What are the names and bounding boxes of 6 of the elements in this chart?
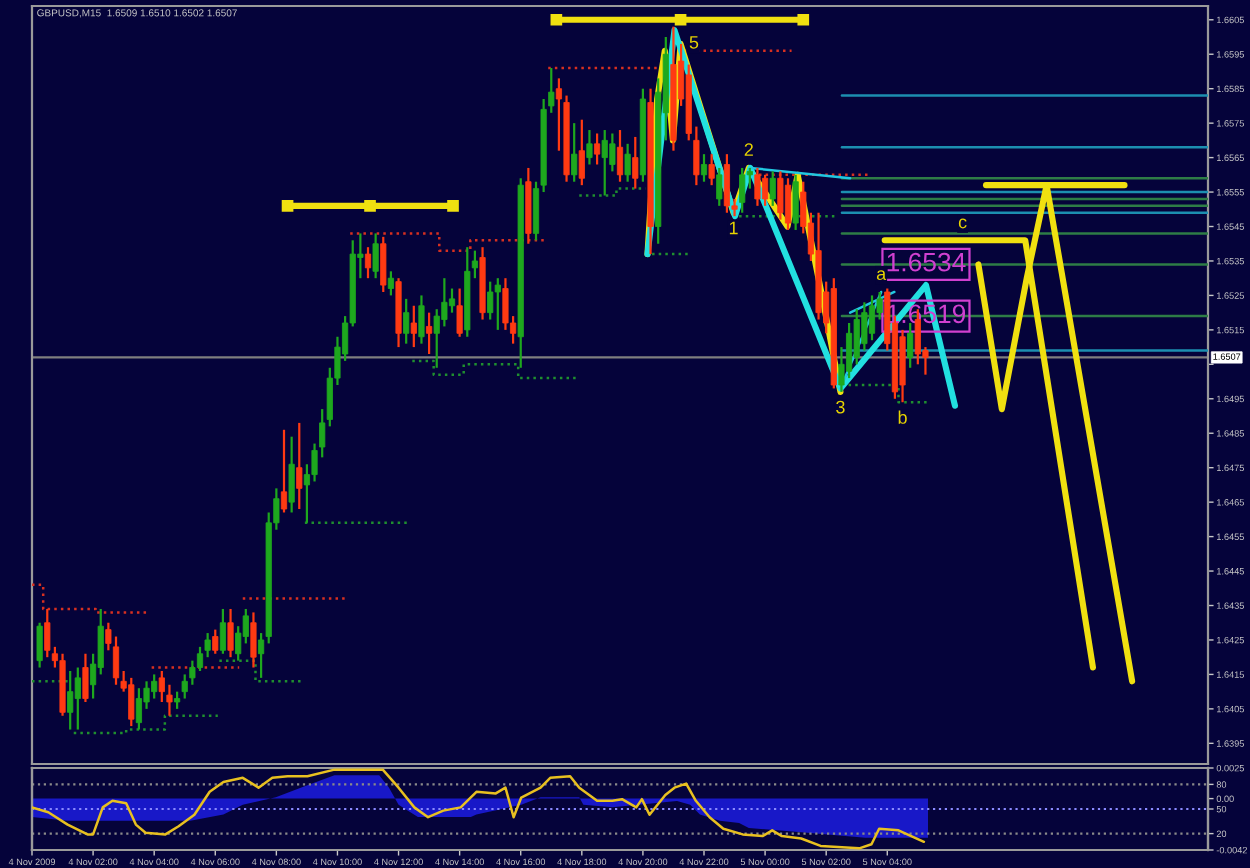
annotation: 1 (729, 221, 738, 235)
annotation: 2 (744, 143, 753, 156)
annotation: 3 (836, 400, 845, 414)
annotation: b (898, 410, 907, 424)
annotation: c (958, 218, 967, 229)
annotation: 5 (689, 36, 699, 49)
